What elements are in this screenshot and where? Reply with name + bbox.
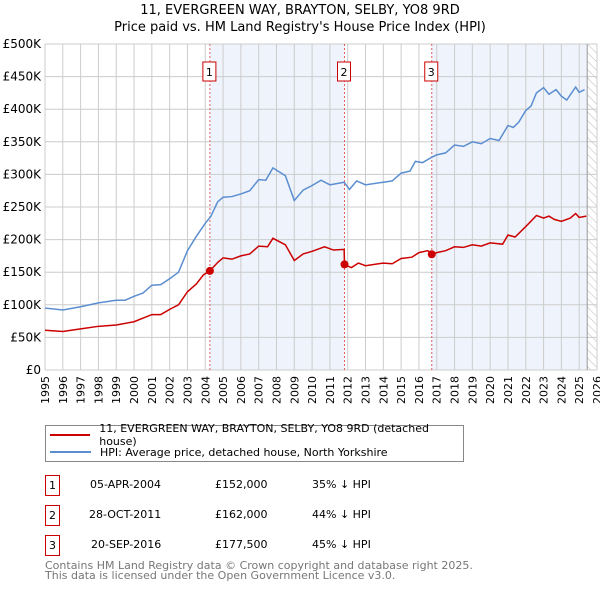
y-tick-label: £50K <box>10 330 42 344</box>
x-tick-label: 2022 <box>520 376 533 404</box>
sale-price: £162,000 <box>215 508 268 521</box>
sale-hpi-diff: 35% ↓ HPI <box>312 478 371 491</box>
x-tick-label: 2010 <box>306 376 319 404</box>
x-tick-label: 2019 <box>466 376 479 404</box>
sale-number: 3 <box>45 535 60 556</box>
x-tick-label: 2012 <box>342 376 355 404</box>
x-tick-label: 2023 <box>538 376 551 404</box>
legend-swatch <box>50 434 91 436</box>
sale-label: 2 <box>341 66 348 79</box>
footer-line-2: This data is licensed under the Open Gov… <box>45 569 396 582</box>
price-chart: 1995 1996 1997 1998 1999 2000 2001 2002 2003 2004… <box>3 37 600 404</box>
sale-price: £177,500 <box>215 538 268 551</box>
x-tick-label: 2026 <box>591 376 600 404</box>
y-tick-label: £0 <box>26 363 41 377</box>
x-tick-label: 2013 <box>360 376 373 404</box>
footer-line-1: Contains HM Land Registry data © Crown c… <box>45 559 473 572</box>
sale-label-box <box>424 61 439 82</box>
y-tick-label: £350K <box>3 135 43 149</box>
legend-item-hpi: HPI: Average price, detached house, Nort… <box>50 444 388 460</box>
y-tick-label: £400K <box>3 102 43 116</box>
legend-label: 11, EVERGREEN WAY, BRAYTON, SELBY, YO8 9… <box>99 422 429 448</box>
sale-row: 2 28-OCT-2011 £162,000 44% ↓ HPI <box>45 505 445 526</box>
chart-subtitle: Price paid vs. HM Land Registry's House … <box>114 20 486 35</box>
x-tick-label: 2005 <box>217 376 230 404</box>
y-tick-label: £250K <box>3 200 43 214</box>
sale-point <box>427 250 436 259</box>
hpi-line <box>44 85 585 311</box>
x-tick-label: 2018 <box>449 376 462 404</box>
x-tick-label: 2016 <box>413 376 426 404</box>
x-tick-label: 1997 <box>75 376 88 404</box>
sale-label-box <box>202 61 217 82</box>
x-tick-label: 2021 <box>502 376 515 404</box>
sale-date: 28-OCT-2011 <box>89 508 162 521</box>
sale-number: 2 <box>45 505 60 526</box>
sale-point <box>340 260 349 269</box>
x-tick-label: 2002 <box>164 376 177 404</box>
x-tick-label: 2008 <box>270 376 283 404</box>
x-tick-label: 2014 <box>377 376 390 404</box>
legend-item-property: 11, EVERGREEN WAY, BRAYTON, SELBY, YO8 9… <box>50 422 463 448</box>
x-tick-label: 2006 <box>235 376 248 404</box>
sale-hpi-diff: 45% ↓ HPI <box>312 538 371 551</box>
x-tick-label: 1998 <box>92 376 105 404</box>
sale-label-box <box>337 61 352 82</box>
x-tick-label: 2009 <box>288 376 301 404</box>
legend: 11, EVERGREEN WAY, BRAYTON, SELBY, YO8 9… <box>45 422 464 462</box>
y-tick-label: £150K <box>3 265 43 279</box>
y-tick-label: £100K <box>3 298 43 312</box>
y-tick-label: £450K <box>3 70 43 84</box>
sale-row: 1 05-APR-2004 £152,000 35% ↓ HPI <box>45 475 445 496</box>
sale-number: 1 <box>45 475 60 496</box>
y-tick-label: £300K <box>3 167 43 181</box>
sale-label: 1 <box>206 66 213 79</box>
x-tick-label: 2015 <box>395 376 408 404</box>
legend-swatch <box>50 451 91 453</box>
x-tick-label: 2020 <box>484 376 497 404</box>
sale-date: 05-APR-2004 <box>90 478 162 491</box>
x-tick-label: 2001 <box>146 376 159 404</box>
x-tick-label: 2011 <box>324 376 337 404</box>
x-tick-label: 2004 <box>199 376 212 404</box>
sale-price: £152,000 <box>215 478 268 491</box>
x-tick-label: 2007 <box>253 376 266 404</box>
chart-title: 11, EVERGREEN WAY, BRAYTON, SELBY, YO8 9… <box>140 3 460 18</box>
sale-point <box>205 266 214 275</box>
sale-hpi-diff: 44% ↓ HPI <box>312 508 371 521</box>
x-tick-label: 2024 <box>555 376 568 404</box>
legend-label: HPI: Average price, detached house, Nort… <box>100 445 388 459</box>
sale-label: 3 <box>428 66 435 79</box>
x-tick-label: 1995 <box>39 376 52 404</box>
x-tick-label: 2000 <box>128 376 141 404</box>
sale-row: 3 20-SEP-2016 £177,500 45% ↓ HPI <box>45 535 445 556</box>
x-tick-label: 2025 <box>573 376 586 404</box>
y-tick-label: £200K <box>3 233 43 247</box>
x-tick-label: 2017 <box>431 376 444 404</box>
x-tick-label: 2003 <box>181 376 194 404</box>
sale-date: 20-SEP-2016 <box>91 538 162 551</box>
x-tick-label: 1996 <box>57 376 70 404</box>
y-tick-label: £500K <box>3 37 43 51</box>
x-tick-label: 1999 <box>110 376 123 404</box>
